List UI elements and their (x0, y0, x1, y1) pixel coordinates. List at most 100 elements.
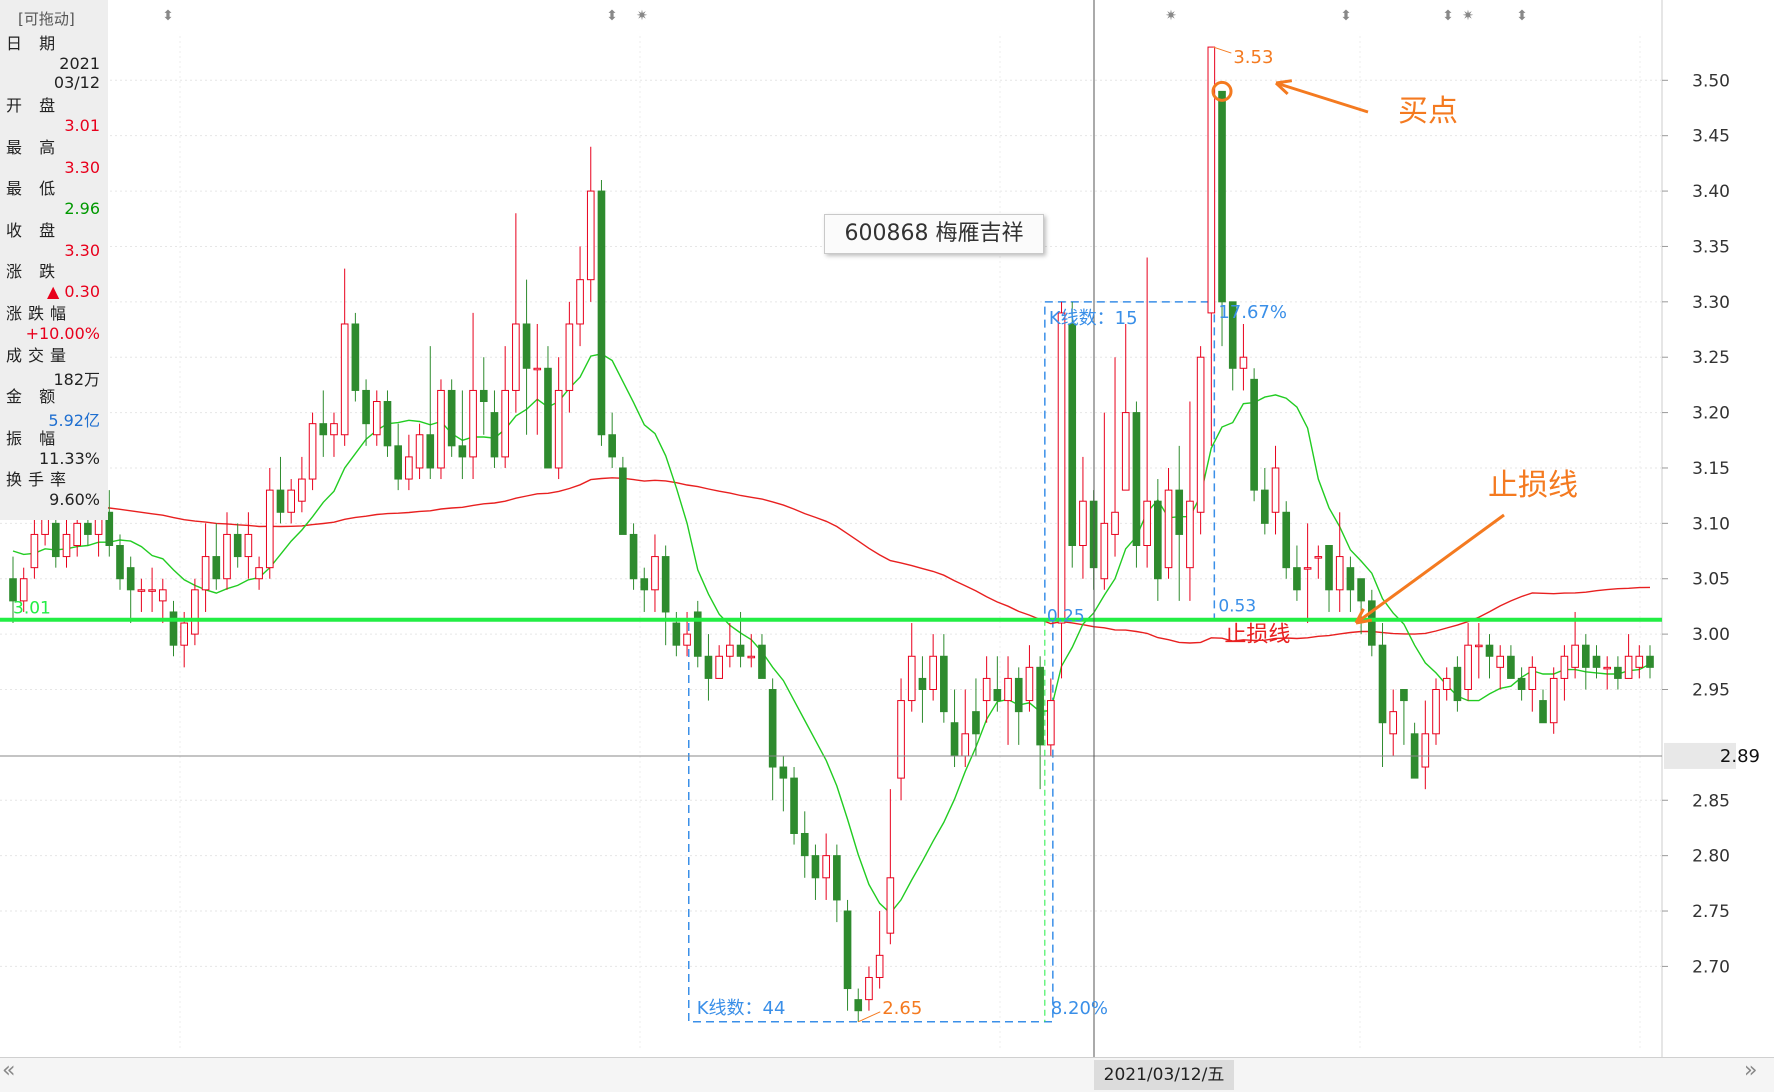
candle[interactable] (1421, 700, 1430, 790)
candle[interactable] (458, 390, 467, 480)
candle[interactable] (747, 634, 756, 668)
candle[interactable] (608, 412, 616, 468)
candles[interactable] (9, 46, 1654, 1022)
candle[interactable] (1036, 656, 1044, 790)
candle[interactable] (1282, 501, 1291, 579)
candle[interactable] (1646, 645, 1654, 679)
candle[interactable] (1528, 656, 1537, 712)
candle[interactable] (233, 523, 242, 568)
candle[interactable] (972, 678, 980, 756)
candle[interactable] (30, 512, 39, 579)
candle[interactable] (148, 567, 156, 612)
candle[interactable] (1389, 689, 1398, 756)
candle[interactable] (19, 567, 28, 612)
candle[interactable] (1346, 556, 1355, 612)
candle[interactable] (362, 379, 370, 446)
candle[interactable] (1004, 656, 1012, 745)
candle[interactable] (715, 645, 723, 679)
candle[interactable] (137, 578, 146, 612)
candle[interactable] (1635, 645, 1644, 679)
candle[interactable] (1624, 634, 1633, 679)
candle[interactable] (394, 423, 402, 491)
candle[interactable] (255, 556, 263, 590)
candle[interactable] (223, 512, 231, 590)
candle[interactable] (1453, 656, 1462, 712)
candle[interactable] (340, 268, 349, 446)
candle[interactable] (1368, 589, 1376, 657)
candle[interactable] (929, 634, 937, 701)
candle[interactable] (950, 689, 959, 768)
candle[interactable] (1293, 545, 1301, 601)
candle[interactable] (576, 246, 584, 347)
candle[interactable] (886, 789, 895, 945)
candle[interactable] (201, 523, 210, 612)
candle[interactable] (1314, 545, 1323, 579)
candle[interactable] (1228, 301, 1237, 391)
candle[interactable] (982, 656, 991, 723)
candle[interactable] (330, 412, 338, 457)
candle[interactable] (790, 767, 798, 845)
candle[interactable] (822, 833, 830, 900)
candle[interactable] (704, 634, 713, 701)
candle[interactable] (1121, 323, 1130, 491)
candle[interactable] (1592, 645, 1601, 679)
candle[interactable] (565, 301, 574, 413)
candle[interactable] (651, 534, 659, 612)
time-axis-bar[interactable] (0, 1057, 1774, 1092)
candle[interactable] (693, 600, 702, 668)
candle[interactable] (1325, 545, 1333, 612)
candle[interactable] (319, 390, 328, 457)
candle[interactable] (9, 556, 17, 624)
candle[interactable] (907, 623, 916, 712)
candle[interactable] (1464, 623, 1472, 701)
candle[interactable] (1517, 667, 1526, 701)
candle[interactable] (1571, 611, 1579, 679)
candle[interactable] (308, 412, 317, 491)
candle[interactable] (779, 755, 788, 812)
candle[interactable] (554, 357, 563, 480)
candle[interactable] (1186, 401, 1194, 601)
candle[interactable] (276, 456, 285, 524)
candle[interactable] (961, 689, 970, 768)
candle[interactable] (1132, 401, 1141, 568)
candle[interactable] (447, 379, 456, 457)
candle[interactable] (865, 966, 873, 1011)
candle[interactable] (490, 390, 499, 468)
candle[interactable] (1261, 467, 1269, 535)
candle[interactable] (191, 578, 199, 646)
candle[interactable] (1614, 656, 1622, 690)
candle[interactable] (1025, 645, 1034, 712)
candle[interactable] (1442, 667, 1451, 701)
candle[interactable] (1207, 46, 1216, 446)
candle[interactable] (1100, 412, 1109, 590)
candle[interactable] (533, 323, 542, 435)
candle[interactable] (897, 678, 905, 801)
scroll-right-icon[interactable]: » (1744, 1058, 1758, 1083)
candle[interactable] (1507, 645, 1515, 679)
candle[interactable] (1250, 368, 1258, 502)
candle[interactable] (918, 656, 927, 723)
candle[interactable] (1549, 667, 1558, 734)
candle[interactable] (405, 434, 413, 491)
candle[interactable] (287, 479, 295, 524)
candle[interactable] (661, 545, 670, 646)
candle[interactable] (1335, 512, 1344, 612)
candle[interactable] (169, 600, 178, 657)
candle[interactable] (1400, 688, 1408, 745)
candle[interactable] (1474, 623, 1483, 679)
candle[interactable] (1603, 656, 1612, 690)
candle[interactable] (512, 213, 520, 413)
candle[interactable] (1485, 634, 1494, 679)
candle[interactable] (1539, 689, 1547, 724)
candle[interactable] (479, 357, 488, 435)
candle[interactable] (126, 556, 135, 624)
candle[interactable] (1357, 578, 1365, 635)
candle[interactable] (426, 346, 435, 480)
candle[interactable] (1068, 301, 1077, 568)
candle[interactable] (1496, 645, 1505, 690)
candle[interactable] (105, 490, 114, 557)
candle[interactable] (298, 456, 306, 513)
candle[interactable] (1218, 90, 1226, 347)
candle[interactable] (1111, 357, 1119, 557)
